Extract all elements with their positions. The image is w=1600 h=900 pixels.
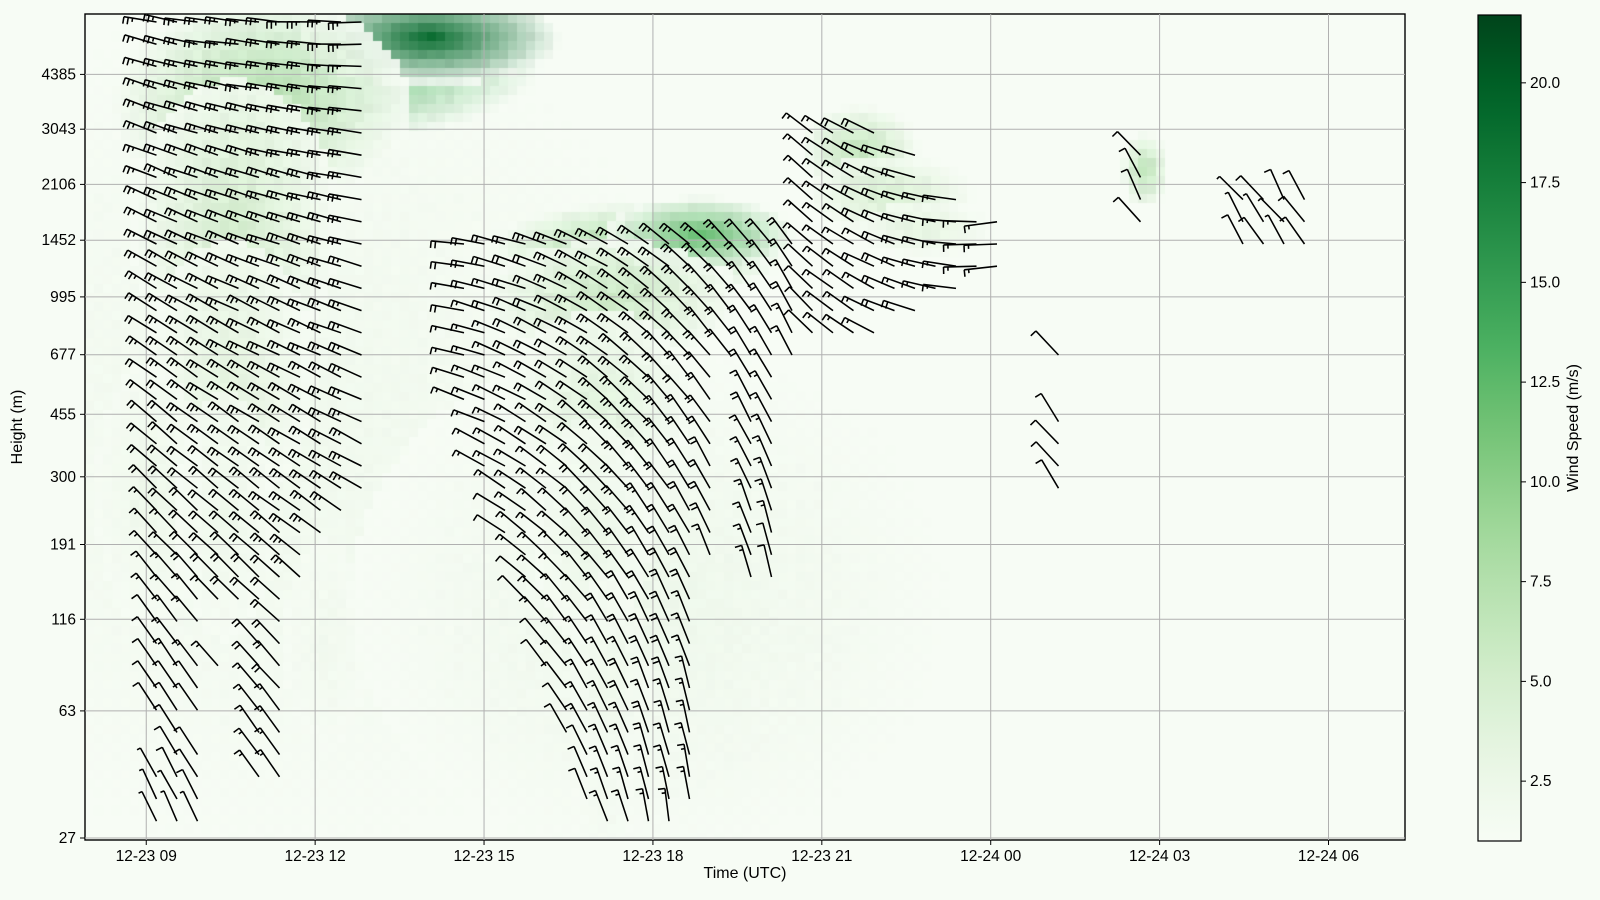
- svg-text:Wind Speed (m/s): Wind Speed (m/s): [1565, 364, 1582, 492]
- svg-text:12.5: 12.5: [1530, 374, 1560, 391]
- svg-text:17.5: 17.5: [1530, 175, 1560, 192]
- svg-text:27: 27: [59, 830, 76, 847]
- svg-text:1452: 1452: [42, 232, 76, 249]
- svg-text:5.0: 5.0: [1530, 673, 1552, 690]
- svg-text:Height (m): Height (m): [9, 390, 26, 465]
- svg-text:12-24 06: 12-24 06: [1298, 848, 1359, 865]
- svg-text:12-23 09: 12-23 09: [116, 848, 177, 865]
- svg-text:191: 191: [50, 537, 76, 554]
- svg-text:12-23 18: 12-23 18: [622, 848, 683, 865]
- svg-text:12-23 15: 12-23 15: [453, 848, 514, 865]
- svg-text:63: 63: [59, 703, 76, 720]
- svg-text:4385: 4385: [42, 66, 76, 83]
- svg-text:455: 455: [50, 406, 76, 423]
- svg-text:677: 677: [50, 347, 76, 364]
- svg-text:12-23 12: 12-23 12: [285, 848, 346, 865]
- svg-text:7.5: 7.5: [1530, 574, 1552, 591]
- svg-text:116: 116: [51, 611, 76, 628]
- svg-text:10.0: 10.0: [1530, 474, 1561, 491]
- svg-text:Time (UTC): Time (UTC): [704, 865, 787, 882]
- svg-text:15.0: 15.0: [1530, 274, 1561, 291]
- svg-text:2.5: 2.5: [1530, 773, 1552, 790]
- svg-text:2106: 2106: [42, 176, 76, 193]
- svg-text:3043: 3043: [42, 121, 76, 138]
- svg-text:300: 300: [50, 469, 76, 486]
- svg-text:12-24 00: 12-24 00: [960, 848, 1022, 865]
- svg-text:12-24 03: 12-24 03: [1129, 848, 1190, 865]
- svg-text:20.0: 20.0: [1530, 75, 1561, 92]
- svg-text:995: 995: [50, 289, 76, 306]
- svg-text:12-23 21: 12-23 21: [791, 848, 852, 865]
